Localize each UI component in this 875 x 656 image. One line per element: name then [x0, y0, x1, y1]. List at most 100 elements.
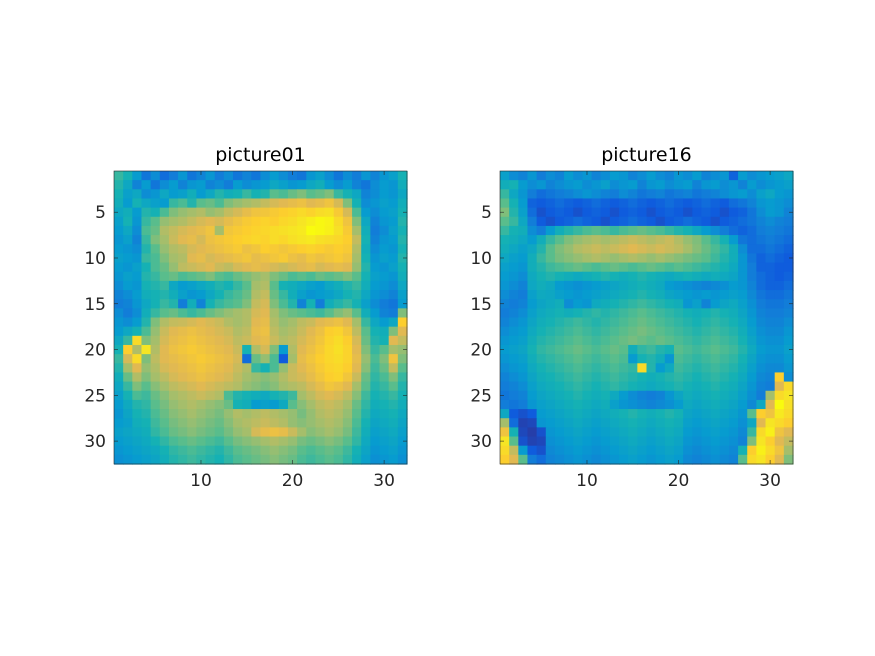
- heatmap-cell: [545, 180, 556, 190]
- heatmap-cell: [223, 180, 234, 190]
- heatmap-cell: [728, 299, 739, 309]
- heatmap-cell: [738, 308, 748, 319]
- heatmap-cell: [774, 244, 785, 255]
- heatmap-cell: [223, 280, 234, 291]
- heatmap-cell: [342, 171, 353, 181]
- heatmap-cell: [591, 225, 602, 236]
- heatmap-cell: [646, 317, 657, 328]
- heatmap-cell: [619, 454, 629, 465]
- heatmap-cell: [655, 326, 666, 337]
- heatmap-cell: [600, 436, 611, 447]
- heatmap-cell: [168, 225, 179, 236]
- heatmap-cell: [783, 216, 794, 227]
- heatmap-cell: [342, 326, 353, 337]
- heatmap-cell: [619, 290, 629, 300]
- heatmap-cell: [260, 445, 271, 456]
- heatmap-cell: [719, 180, 730, 190]
- heatmap-cell: [214, 409, 225, 419]
- heatmap-cell: [205, 290, 216, 300]
- heatmap-cell: [205, 372, 216, 383]
- heatmap-cell: [251, 189, 262, 200]
- heatmap-cell: [214, 326, 225, 337]
- heatmap-cell: [287, 198, 298, 209]
- heatmap-cell: [527, 253, 538, 264]
- heatmap-cell: [297, 399, 307, 410]
- heatmap-cell: [159, 308, 170, 319]
- heatmap-cell: [545, 299, 556, 309]
- heatmap-cell: [187, 280, 198, 291]
- heatmap-cell: [187, 454, 198, 465]
- heatmap-cell: [397, 280, 408, 291]
- heatmap-cell: [150, 427, 161, 438]
- heatmap-cell: [379, 216, 390, 227]
- heatmap-cell: [628, 335, 638, 346]
- heatmap-cell: [397, 244, 408, 255]
- heatmap-cell: [178, 317, 188, 328]
- heatmap-cell: [564, 381, 574, 392]
- heatmap-cell: [123, 253, 133, 264]
- heatmap-cell: [655, 207, 666, 218]
- heatmap-cell: [500, 335, 510, 346]
- heatmap-cell: [600, 418, 611, 428]
- heatmap-cell: [324, 390, 335, 401]
- heatmap-cell: [315, 207, 326, 218]
- heatmap-cell: [178, 418, 188, 428]
- heatmap-cell: [747, 189, 757, 200]
- heatmap-cell: [150, 225, 161, 236]
- heatmap-cell: [324, 207, 335, 218]
- heatmap-cell: [352, 372, 362, 383]
- heatmap-cell: [123, 344, 133, 355]
- heatmap-cell: [223, 317, 234, 328]
- heatmap-cell: [710, 189, 721, 200]
- heatmap-cell: [114, 280, 124, 291]
- heatmap-cell: [646, 372, 657, 383]
- heatmap-cell: [591, 427, 602, 438]
- heatmap-cell: [223, 262, 234, 273]
- heatmap-cell: [518, 171, 529, 181]
- heatmap-cell: [783, 390, 794, 401]
- x-tick-label: 10: [190, 471, 212, 491]
- heatmap-cell: [655, 409, 666, 419]
- heatmap-cell: [233, 326, 243, 337]
- heatmap-cell: [123, 216, 133, 227]
- heatmap-cell: [600, 253, 611, 264]
- heatmap-cell: [269, 354, 280, 364]
- heatmap-cell: [324, 216, 335, 227]
- heatmap-cell: [223, 399, 234, 410]
- heatmap-cell: [370, 271, 381, 282]
- heatmap-cell: [701, 189, 712, 200]
- heatmap-cell: [251, 235, 262, 245]
- heatmap-cell: [554, 262, 565, 273]
- heatmap-cell: [655, 445, 666, 456]
- heatmap-cell: [388, 225, 399, 236]
- heatmap-cell: [655, 354, 666, 364]
- heatmap-cell: [370, 363, 381, 374]
- heatmap-cell: [756, 454, 767, 465]
- heatmap-cell: [260, 454, 271, 465]
- heatmap-cell: [223, 235, 234, 245]
- heatmap-cell: [701, 171, 712, 181]
- heatmap-cell: [297, 262, 307, 273]
- heatmap-cell: [324, 171, 335, 181]
- heatmap-cell: [564, 363, 574, 374]
- heatmap-cell: [352, 198, 362, 209]
- y-tick-label: 15: [84, 295, 106, 315]
- heatmap-cell: [370, 253, 381, 264]
- heatmap-cell: [527, 235, 538, 245]
- heatmap-cell: [646, 335, 657, 346]
- heatmap-cell: [765, 225, 776, 236]
- heatmap-cell: [756, 280, 767, 291]
- heatmap-cell: [150, 290, 161, 300]
- heatmap-cell: [710, 271, 721, 282]
- heatmap-cell: [719, 216, 730, 227]
- heatmap-cell: [352, 180, 362, 190]
- heatmap-cell: [379, 445, 390, 456]
- heatmap-cell: [664, 390, 675, 401]
- heatmap-cell: [628, 399, 638, 410]
- heatmap-cell: [306, 180, 317, 190]
- heatmap-cell: [591, 436, 602, 447]
- heatmap-cell: [582, 363, 593, 374]
- heatmap-cell: [352, 280, 362, 291]
- heatmap-cell: [664, 271, 675, 282]
